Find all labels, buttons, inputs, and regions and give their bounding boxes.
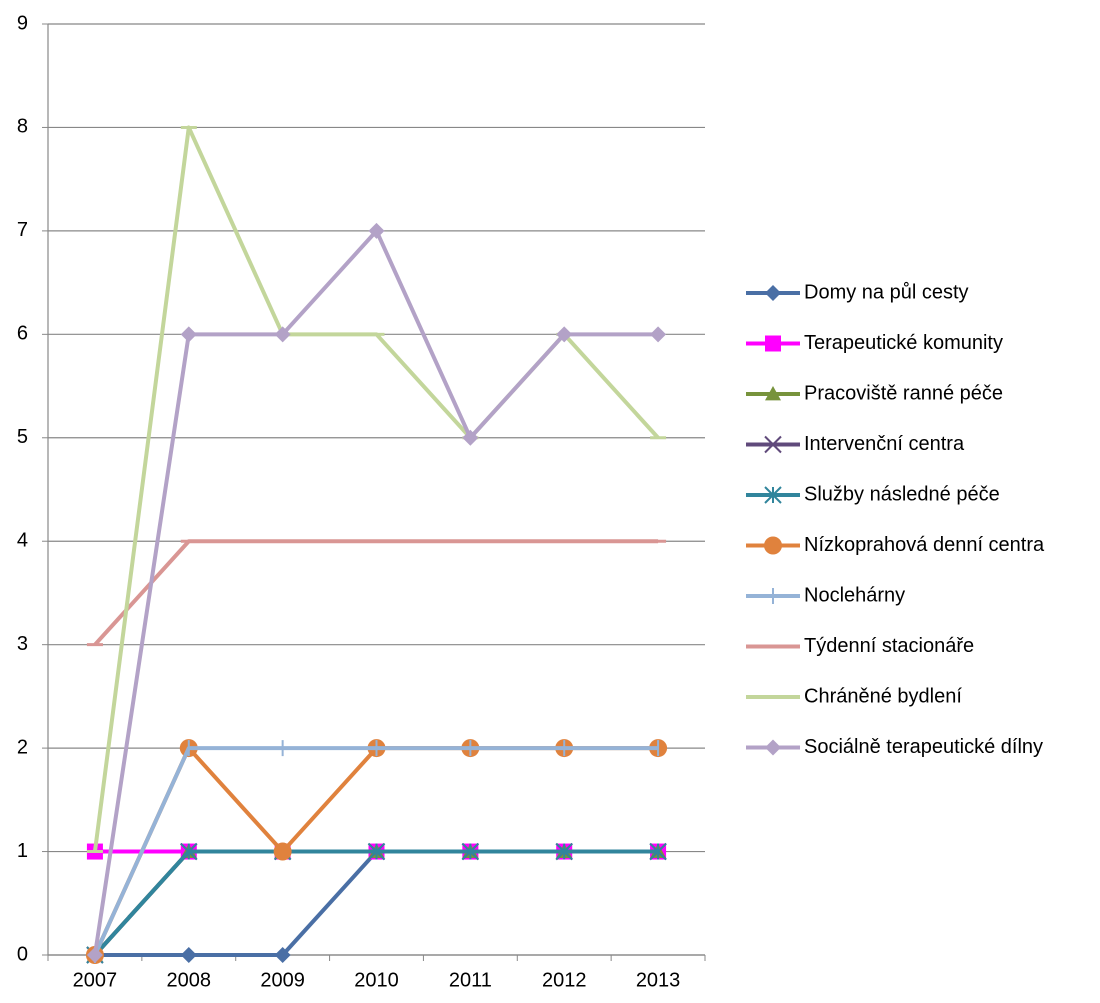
series-line bbox=[93, 849, 659, 957]
marker bbox=[368, 222, 385, 239]
series-line bbox=[93, 539, 659, 647]
marker bbox=[765, 285, 781, 301]
marker bbox=[765, 739, 781, 756]
marker bbox=[273, 842, 292, 861]
legend-label: Intervenční centra bbox=[804, 433, 965, 455]
marker bbox=[649, 842, 667, 861]
x-tick-label: 2010 bbox=[354, 969, 399, 991]
marker bbox=[555, 842, 573, 861]
marker bbox=[180, 842, 198, 861]
marker bbox=[765, 386, 781, 401]
y-tick-label: 9 bbox=[17, 12, 28, 34]
legend-label: Chráněné bydlení bbox=[804, 685, 962, 707]
y-tick-label: 1 bbox=[17, 840, 28, 862]
series-line bbox=[93, 849, 659, 957]
marker bbox=[180, 326, 197, 343]
legend-label: Domy na půl cesty bbox=[804, 281, 969, 303]
legend-label: Nízkoprahová denní centra bbox=[804, 534, 1045, 556]
marker bbox=[462, 429, 479, 446]
marker bbox=[650, 326, 667, 343]
marker bbox=[765, 335, 781, 352]
legend-label: Noclehárny bbox=[804, 584, 905, 606]
y-tick-label: 0 bbox=[17, 943, 28, 965]
x-tick-label: 2011 bbox=[449, 969, 492, 991]
marker bbox=[764, 536, 782, 555]
y-tick-label: 6 bbox=[17, 323, 28, 345]
legend-label: Sociálně terapeutické dílny bbox=[804, 736, 1043, 758]
marker bbox=[180, 947, 197, 963]
legend-label: Služby následné péče bbox=[804, 483, 1000, 505]
marker bbox=[764, 435, 782, 454]
legend-label: Pracoviště ranné péče bbox=[804, 382, 1003, 404]
marker bbox=[556, 326, 573, 343]
y-tick-label: 3 bbox=[17, 633, 28, 655]
marker bbox=[274, 326, 291, 343]
marker bbox=[86, 947, 103, 963]
y-tick-label: 4 bbox=[17, 530, 28, 552]
marker bbox=[461, 842, 480, 861]
legend-label: Terapeutické komunity bbox=[804, 332, 1003, 354]
marker bbox=[764, 486, 782, 504]
legend-label: Týdenní stacionáře bbox=[804, 635, 974, 657]
series-line bbox=[94, 849, 659, 957]
x-tick-label: 2008 bbox=[167, 969, 212, 991]
series-line bbox=[93, 849, 659, 957]
y-tick-label: 2 bbox=[17, 736, 28, 758]
y-tick-label: 7 bbox=[17, 219, 28, 241]
x-tick-label: 2007 bbox=[73, 969, 118, 991]
y-tick-label: 5 bbox=[17, 426, 28, 448]
x-tick-label: 2012 bbox=[542, 969, 587, 991]
x-tick-label: 2013 bbox=[636, 969, 681, 991]
y-tick-label: 8 bbox=[17, 116, 28, 138]
marker bbox=[367, 842, 386, 861]
x-tick-label: 2009 bbox=[260, 969, 305, 991]
marker bbox=[274, 947, 291, 963]
